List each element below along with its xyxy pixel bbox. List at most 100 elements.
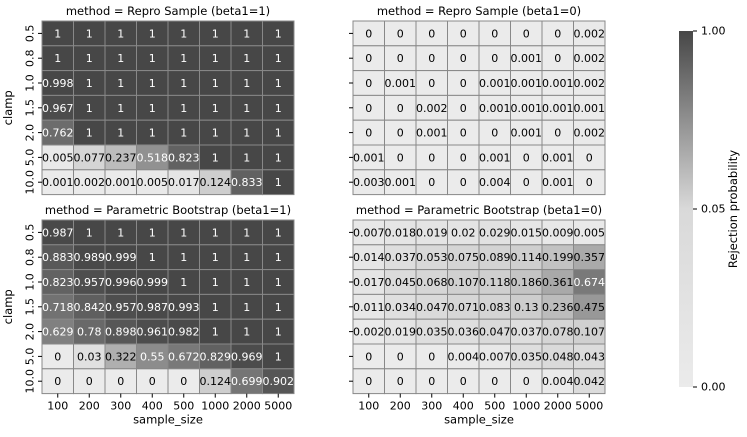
heatmap-cell bbox=[510, 293, 543, 320]
cell-label: 1 bbox=[86, 27, 93, 40]
heatmap-cell bbox=[478, 269, 511, 295]
heatmap-cell bbox=[573, 119, 606, 146]
x-tick-label: 300 bbox=[110, 400, 131, 413]
y-tick-label: 2.0 bbox=[24, 124, 37, 142]
heatmap-cell bbox=[199, 269, 232, 295]
x-tick-label: 500 bbox=[484, 400, 505, 413]
panel-3: method = Parametric Bootstrap (beta1=1) 0… bbox=[1, 203, 295, 427]
heatmap-cell bbox=[167, 318, 200, 345]
cell-label: 0 bbox=[397, 52, 404, 65]
y-tick-label: 0.8 bbox=[24, 248, 37, 266]
cell-label: 0.004 bbox=[448, 350, 480, 363]
cell-label: 0.009 bbox=[542, 226, 574, 239]
heatmap-cell bbox=[199, 169, 232, 196]
heatmap-cell bbox=[262, 20, 295, 47]
cell-label: 1 bbox=[243, 127, 250, 140]
cell-label: 0.037 bbox=[511, 326, 543, 339]
cell-label: 0.035 bbox=[416, 326, 448, 339]
heatmap-cell bbox=[262, 144, 295, 171]
heatmap-cell bbox=[167, 343, 200, 370]
y-tick-label: 1.5 bbox=[24, 99, 37, 117]
cell-label: 0.001 bbox=[353, 151, 385, 164]
heatmap-cell bbox=[573, 293, 606, 320]
cell-label: 1 bbox=[86, 226, 93, 239]
cell-label: 0.001 bbox=[511, 52, 543, 65]
cell-label: 0.001 bbox=[542, 77, 574, 90]
cell-label: 0.004 bbox=[479, 176, 511, 189]
cell-label: 0.674 bbox=[574, 276, 606, 289]
cell-label: 1 bbox=[275, 251, 282, 264]
cell-label: 0.001 bbox=[542, 151, 574, 164]
cell-label: 0.475 bbox=[574, 301, 606, 314]
cell-label: 0.007 bbox=[479, 350, 511, 363]
heatmap-cell bbox=[104, 269, 137, 295]
x-tick-label: 100 bbox=[358, 400, 379, 413]
cell-label: 1 bbox=[243, 251, 250, 264]
cell-label: 0 bbox=[460, 52, 467, 65]
cell-label: 1 bbox=[149, 27, 156, 40]
heatmap-cell bbox=[230, 219, 263, 246]
cell-label: 0.237 bbox=[105, 151, 137, 164]
cell-label: 0.001 bbox=[385, 176, 417, 189]
cell-label: 0 bbox=[491, 375, 498, 388]
panel-title: method = Repro Sample (beta1=1) bbox=[66, 4, 270, 18]
cell-label: 0.957 bbox=[74, 276, 106, 289]
cell-label: 1 bbox=[212, 301, 219, 314]
colorbar-tick-label: 0.05 bbox=[701, 203, 726, 216]
cell-label: 0.987 bbox=[137, 301, 169, 314]
cell-label: 0.629 bbox=[42, 326, 74, 339]
x-tick-label: 100 bbox=[47, 400, 68, 413]
cell-label: 0.993 bbox=[168, 301, 200, 314]
y-tick-label: 10.0 bbox=[24, 170, 37, 195]
heatmap-cell bbox=[262, 318, 295, 345]
heatmap-cell bbox=[384, 70, 417, 96]
cell-label: 0 bbox=[586, 176, 593, 189]
cell-label: 0.78 bbox=[77, 326, 102, 339]
x-tick-label: 500 bbox=[173, 400, 194, 413]
cell-label: 1 bbox=[180, 226, 187, 239]
cell-label: 0 bbox=[365, 77, 372, 90]
heatmap-cell bbox=[73, 318, 106, 345]
cell-label: 1 bbox=[117, 52, 124, 65]
cell-label: 0 bbox=[428, 77, 435, 90]
cell-label: 1 bbox=[86, 127, 93, 140]
heatmap-cell bbox=[352, 219, 385, 246]
cell-label: 0.078 bbox=[542, 326, 574, 339]
heatmap-cell bbox=[230, 169, 263, 196]
cell-label: 0 bbox=[428, 350, 435, 363]
heatmap-cell bbox=[199, 293, 232, 320]
heatmap-cell bbox=[573, 144, 606, 171]
cell-label: 1 bbox=[212, 151, 219, 164]
heatmap-cell bbox=[384, 293, 417, 320]
heatmap-cell bbox=[262, 169, 295, 196]
cell-label: 0.004 bbox=[542, 375, 574, 388]
heatmap-cell bbox=[573, 269, 606, 295]
heatmap-cell bbox=[167, 169, 200, 196]
cell-label: 0 bbox=[365, 52, 372, 65]
y-tick-label: 5.0 bbox=[24, 149, 37, 167]
heatmap-cell bbox=[447, 293, 480, 320]
panel-1: method = Repro Sample (beta1=1) 1 1 1 1 1 1 1 1 1… bbox=[1, 4, 295, 196]
y-tick-label: 10.0 bbox=[24, 369, 37, 394]
cell-label: 0 bbox=[491, 52, 498, 65]
heatmap-cell bbox=[384, 343, 417, 370]
cell-label: 0.075 bbox=[448, 251, 480, 264]
cell-label: 0.124 bbox=[200, 176, 232, 189]
cell-label: 0.002 bbox=[574, 27, 606, 40]
heatmap-cell bbox=[541, 368, 574, 395]
heatmap-cell bbox=[199, 20, 232, 47]
cell-label: 0.002 bbox=[74, 176, 106, 189]
cell-label: 1 bbox=[117, 127, 124, 140]
cell-label: 0.967 bbox=[42, 102, 74, 115]
heatmap-cell bbox=[415, 45, 448, 72]
cell-label: 0.047 bbox=[416, 301, 448, 314]
x-tick-label: 5000 bbox=[575, 400, 603, 413]
cell-label: 1 bbox=[275, 127, 282, 140]
cell-label: 0.829 bbox=[200, 350, 232, 363]
heatmap-cell bbox=[41, 318, 74, 345]
cell-label: 0 bbox=[428, 52, 435, 65]
cell-label: 0.089 bbox=[479, 251, 511, 264]
cell-label: 0.005 bbox=[137, 176, 169, 189]
cell-label: 0.518 bbox=[137, 151, 169, 164]
colorbar-tick-label: 1.00 bbox=[701, 25, 726, 38]
